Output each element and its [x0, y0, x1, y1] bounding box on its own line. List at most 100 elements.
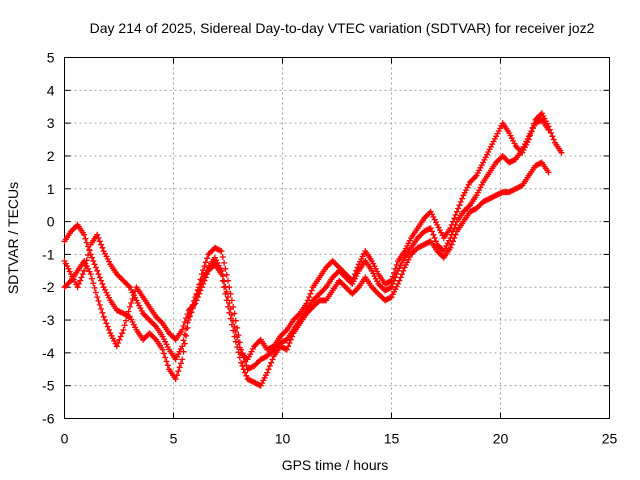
data-point [452, 231, 459, 238]
data-point [130, 292, 137, 299]
data-point [77, 277, 84, 284]
data-point [236, 339, 243, 346]
data-point [181, 319, 188, 325]
data-point [115, 340, 122, 346]
data-point [180, 348, 187, 355]
data-point [457, 198, 464, 205]
data-point [451, 215, 458, 222]
data-point [116, 273, 123, 280]
data-point [79, 271, 86, 278]
x-tick-label: 10 [275, 431, 291, 447]
tick-marks [64, 57, 610, 419]
data-point [184, 319, 191, 326]
data-point [307, 290, 314, 297]
x-axis-label: GPS time / hours [282, 457, 389, 473]
data-point [239, 363, 246, 369]
data-point [279, 344, 286, 351]
data-point [81, 231, 88, 238]
data-point [548, 130, 555, 136]
data-point [183, 315, 190, 322]
data-point [427, 208, 434, 215]
data-point [459, 195, 466, 202]
data-point [372, 265, 379, 272]
data-point [91, 284, 98, 291]
data-point [137, 305, 144, 312]
y-tick-label: -4 [42, 345, 55, 361]
data-point [180, 323, 187, 329]
data-point [400, 267, 407, 274]
data-point [264, 346, 271, 353]
data-point [179, 326, 186, 333]
data-point [94, 267, 101, 274]
data-point [283, 346, 290, 353]
data-point [164, 362, 171, 369]
data-point [268, 359, 275, 366]
data-point [200, 267, 207, 274]
data-point [163, 358, 170, 365]
data-point [223, 271, 230, 278]
data-point [96, 301, 103, 308]
data-point [396, 277, 403, 284]
data-point [194, 294, 201, 301]
data-point [234, 344, 241, 350]
data-point [558, 149, 565, 156]
data-point [130, 321, 137, 328]
data-point [81, 267, 88, 274]
data-point [89, 275, 95, 282]
data-point [306, 294, 313, 301]
data-point [98, 241, 105, 248]
x-tick-label: 15 [384, 431, 400, 447]
data-point [388, 294, 395, 301]
data-point [235, 349, 242, 356]
data-point [225, 303, 231, 310]
data-point [202, 259, 209, 266]
data-point [102, 317, 108, 323]
data-point [243, 362, 250, 369]
data-point [399, 271, 405, 278]
data-point [90, 280, 97, 287]
data-point [228, 297, 235, 304]
x-tick-label: 5 [170, 431, 178, 447]
data-point [295, 311, 302, 318]
data-point [100, 248, 107, 255]
data-point [90, 258, 97, 264]
data-point [98, 277, 105, 284]
data-point [353, 273, 360, 280]
data-point [87, 271, 94, 278]
data-point [456, 202, 463, 209]
data-point [91, 261, 98, 268]
data-point [405, 240, 412, 247]
data-point [226, 284, 233, 291]
y-tick-label: -2 [42, 279, 55, 295]
data-point [219, 254, 226, 260]
data-point [321, 285, 328, 292]
data-point [247, 377, 254, 384]
data-point [98, 305, 105, 312]
data-point [397, 274, 404, 281]
data-point [181, 331, 188, 338]
data-point [395, 280, 401, 287]
data-point [160, 350, 167, 357]
data-point [100, 284, 107, 291]
data-point [92, 289, 99, 296]
data-point [427, 225, 434, 232]
data-point [198, 271, 205, 278]
data-point [177, 360, 184, 367]
data-point [464, 184, 471, 191]
data-point [95, 235, 102, 241]
y-axis-label: SDTVAR / TECUs [5, 182, 21, 294]
x-tick-label: 0 [61, 431, 69, 447]
y-tick-label: 2 [47, 148, 55, 164]
data-point [225, 294, 231, 301]
y-tick-label: -5 [42, 378, 55, 394]
x-tick-labels: 0 5 10 15 20 25 [61, 431, 618, 447]
data-point [545, 126, 552, 133]
data-point [392, 274, 399, 281]
data-point [125, 308, 132, 315]
data-point [191, 301, 197, 308]
data-point [106, 294, 112, 301]
data-point [259, 380, 265, 387]
data-point [240, 366, 247, 373]
data-point [389, 280, 396, 287]
